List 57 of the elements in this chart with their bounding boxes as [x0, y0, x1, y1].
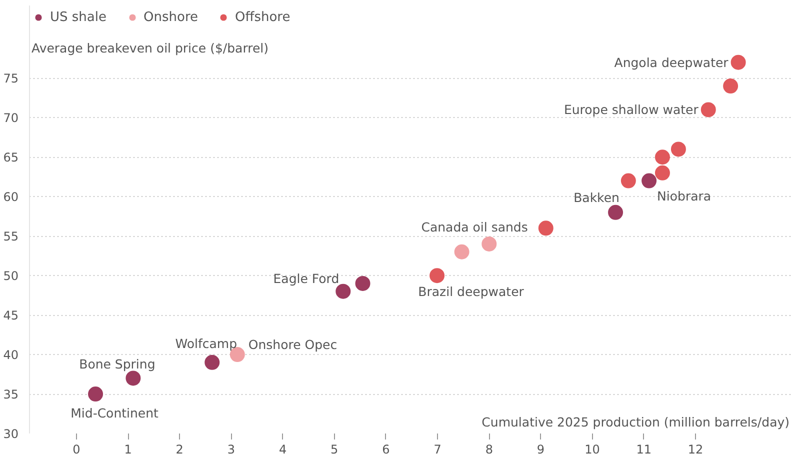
legend-label: US shale [50, 10, 106, 24]
y-tick-label: 50 [3, 269, 19, 284]
y-tick-label: 45 [3, 308, 19, 323]
annotation: Mid-Continent [70, 406, 159, 421]
annotation: Brazil deepwater [418, 284, 525, 300]
y-tick-label: 40 [3, 348, 19, 362]
x-tick-label: 6 [382, 442, 390, 456]
annotation: Bone Spring [79, 356, 156, 372]
y-tick-label: 65 [3, 150, 19, 165]
y-tick-label: 60 [3, 190, 19, 204]
y-tick-label: 35 [3, 388, 19, 402]
x-tick-label: 4 [278, 442, 287, 456]
point [642, 173, 657, 188]
legend-label: Offshore [235, 10, 290, 24]
point [126, 370, 141, 386]
y-axis-title: Average breakeven oil price ($/barrel) [32, 40, 269, 56]
point [723, 78, 738, 94]
y-tick-label: 75 [3, 72, 19, 86]
point [654, 165, 670, 180]
x-tick-label: 12 [688, 442, 704, 456]
annotation: Europe shallow water [564, 102, 700, 118]
annotation: Canada oil sands [421, 220, 528, 235]
legend-label: Onshore [144, 10, 198, 24]
y-tick-label: 70 [3, 111, 19, 126]
point [482, 236, 497, 252]
x-tick-label: 3 [227, 442, 236, 456]
x-tick-label: 0 [72, 442, 80, 456]
x-tick-label: 2 [176, 442, 184, 456]
point [670, 142, 686, 157]
point [654, 150, 670, 165]
point [730, 54, 746, 70]
point [608, 204, 624, 220]
point [700, 102, 716, 118]
y-tick-label: 55 [3, 230, 19, 244]
x-tick-label: 8 [485, 442, 493, 456]
x-tick-label: 10 [584, 442, 600, 456]
point [204, 354, 220, 370]
annotation: Wolfcamp [175, 336, 238, 351]
x-tick-label: 1 [124, 442, 132, 456]
y-tick-label: 30 [3, 427, 19, 441]
point [430, 268, 445, 284]
x-tick-label: 5 [330, 442, 338, 456]
x-tick-label: 7 [434, 442, 442, 456]
annotation: Bakken [574, 190, 620, 205]
point [88, 386, 104, 402]
x-tick-label: 9 [536, 442, 545, 456]
point [355, 276, 370, 291]
annotation: Niobrara [657, 188, 712, 204]
x-tick-label: 11 [636, 442, 652, 456]
annotation: Eagle Ford [273, 270, 340, 286]
point [454, 244, 470, 260]
point [538, 220, 554, 236]
point [620, 173, 636, 188]
x-axis-title: Cumulative 2025 production (million barrels/day) [482, 414, 790, 430]
point [336, 284, 351, 299]
annotation: Onshore Opec [248, 337, 338, 352]
annotation: Angola deepwater [614, 54, 730, 70]
